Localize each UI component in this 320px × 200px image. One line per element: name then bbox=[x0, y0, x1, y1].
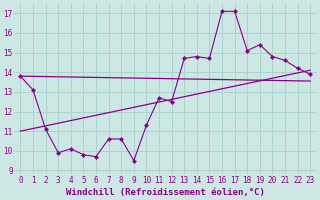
X-axis label: Windchill (Refroidissement éolien,°C): Windchill (Refroidissement éolien,°C) bbox=[66, 188, 265, 197]
